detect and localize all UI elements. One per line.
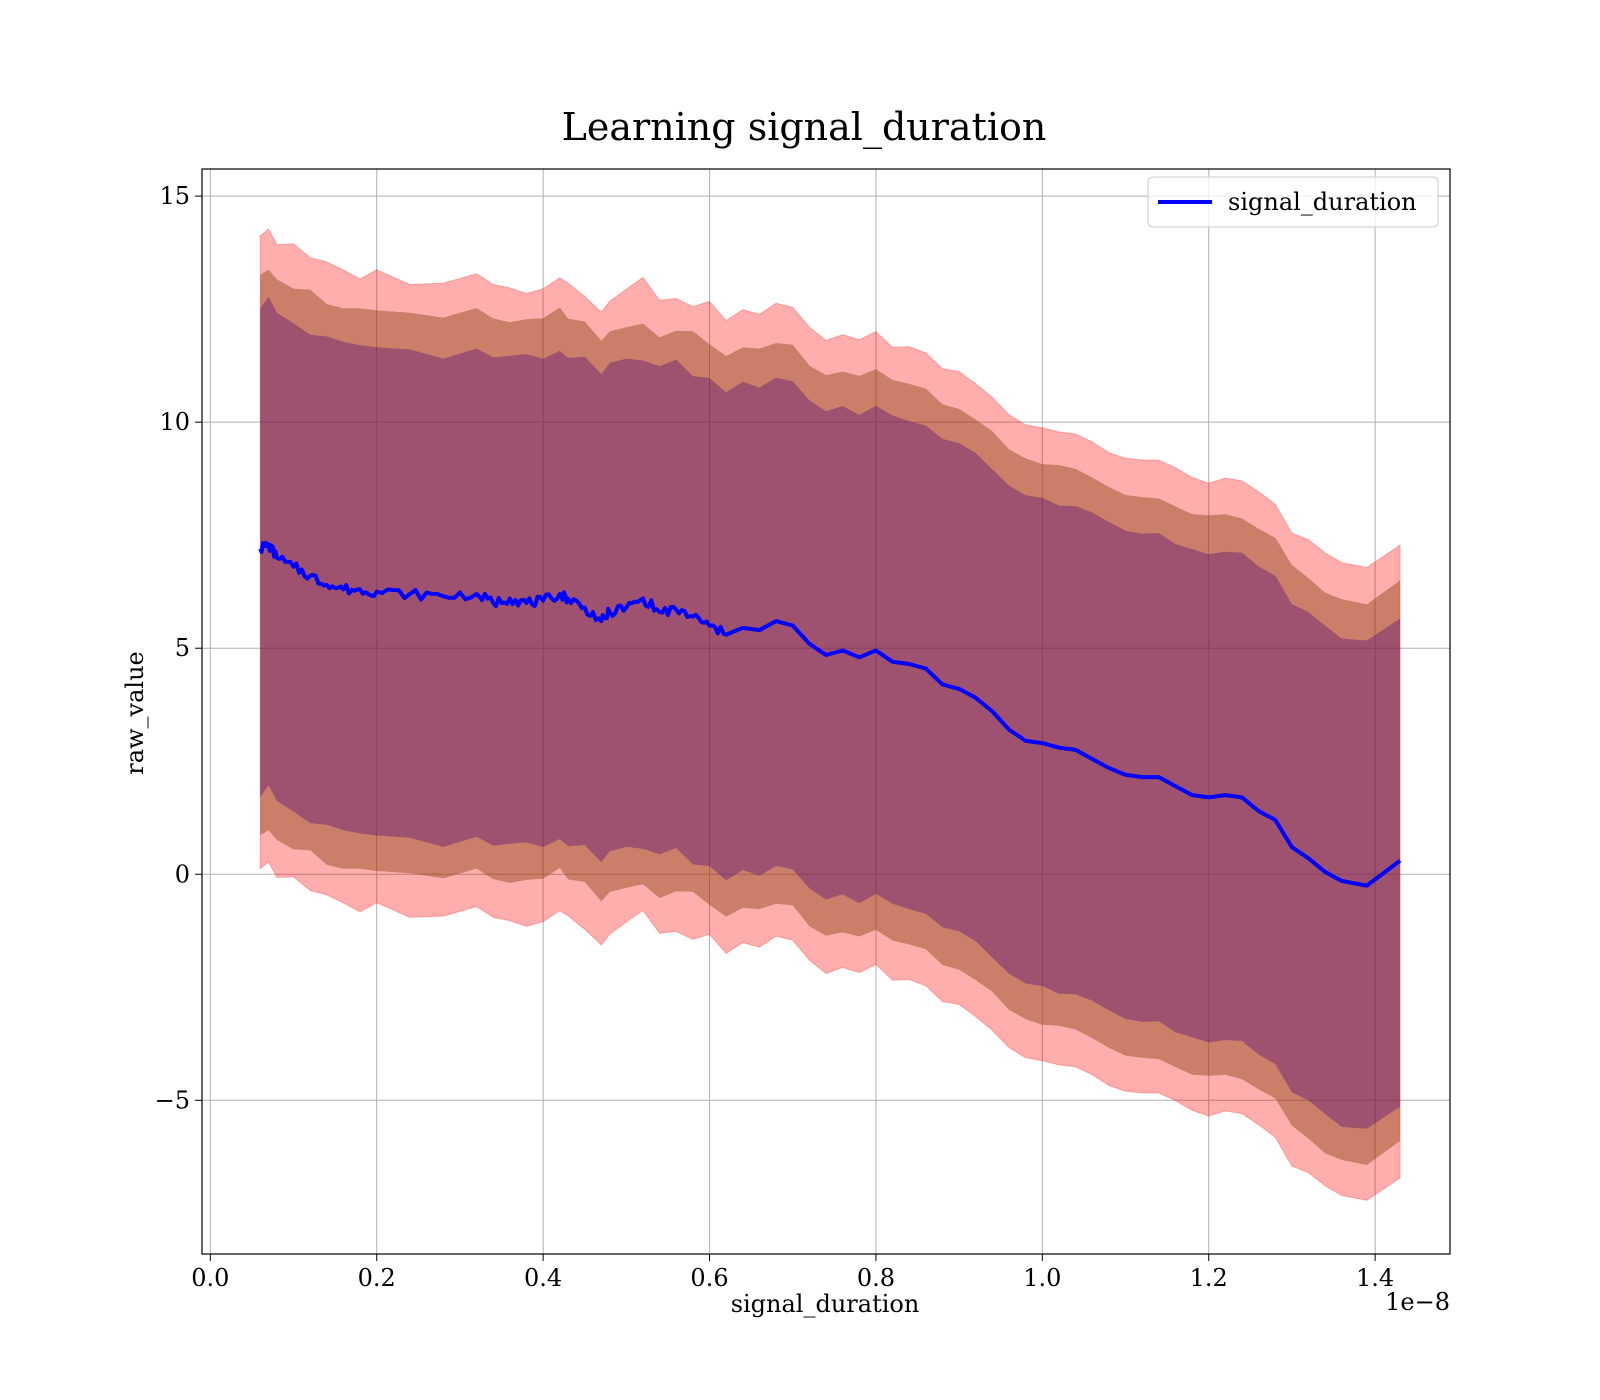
x-axis-offset-text: 1e−8 [1385, 1288, 1450, 1316]
chart-title: Learning signal_duration [562, 105, 1047, 150]
y-tick-label: 5 [175, 634, 190, 662]
y-tick-label: 0 [175, 860, 190, 888]
ticks-layer: 0.0 0.2 0.4 0.6 0.8 1.0 1.2 1.4 −5 0 5 10 15 [155, 182, 1395, 1292]
x-axis-label: signal_duration [731, 1290, 920, 1318]
band-middle [260, 269, 1401, 1165]
bands-layer [259, 228, 1401, 1201]
x-tick-label: 0.2 [358, 1264, 396, 1292]
line-layer [258, 540, 1402, 888]
band-outer [259, 228, 1401, 1201]
plot-frame [201, 168, 1451, 1255]
y-tick-label: 10 [159, 408, 190, 436]
x-tick-label: 0.8 [857, 1264, 895, 1292]
legend-entry-label: signal_duration [1228, 188, 1417, 216]
y-axis-label: raw_value [121, 651, 149, 775]
x-tick-label: 1.0 [1023, 1264, 1061, 1292]
x-tick-label: 1.2 [1190, 1264, 1228, 1292]
band-inner [260, 296, 1401, 1129]
x-tick-label: 1.4 [1356, 1264, 1394, 1292]
x-tick-label: 0.4 [524, 1264, 562, 1292]
x-tick-label: 0.6 [690, 1264, 728, 1292]
series-line-signal-duration [258, 540, 1402, 888]
legend-box [1147, 176, 1439, 228]
y-tick-label: 15 [159, 182, 190, 210]
legend: signal_duration [1147, 176, 1439, 228]
y-tick-label: −5 [155, 1086, 190, 1114]
x-tick-label: 0.0 [191, 1264, 229, 1292]
